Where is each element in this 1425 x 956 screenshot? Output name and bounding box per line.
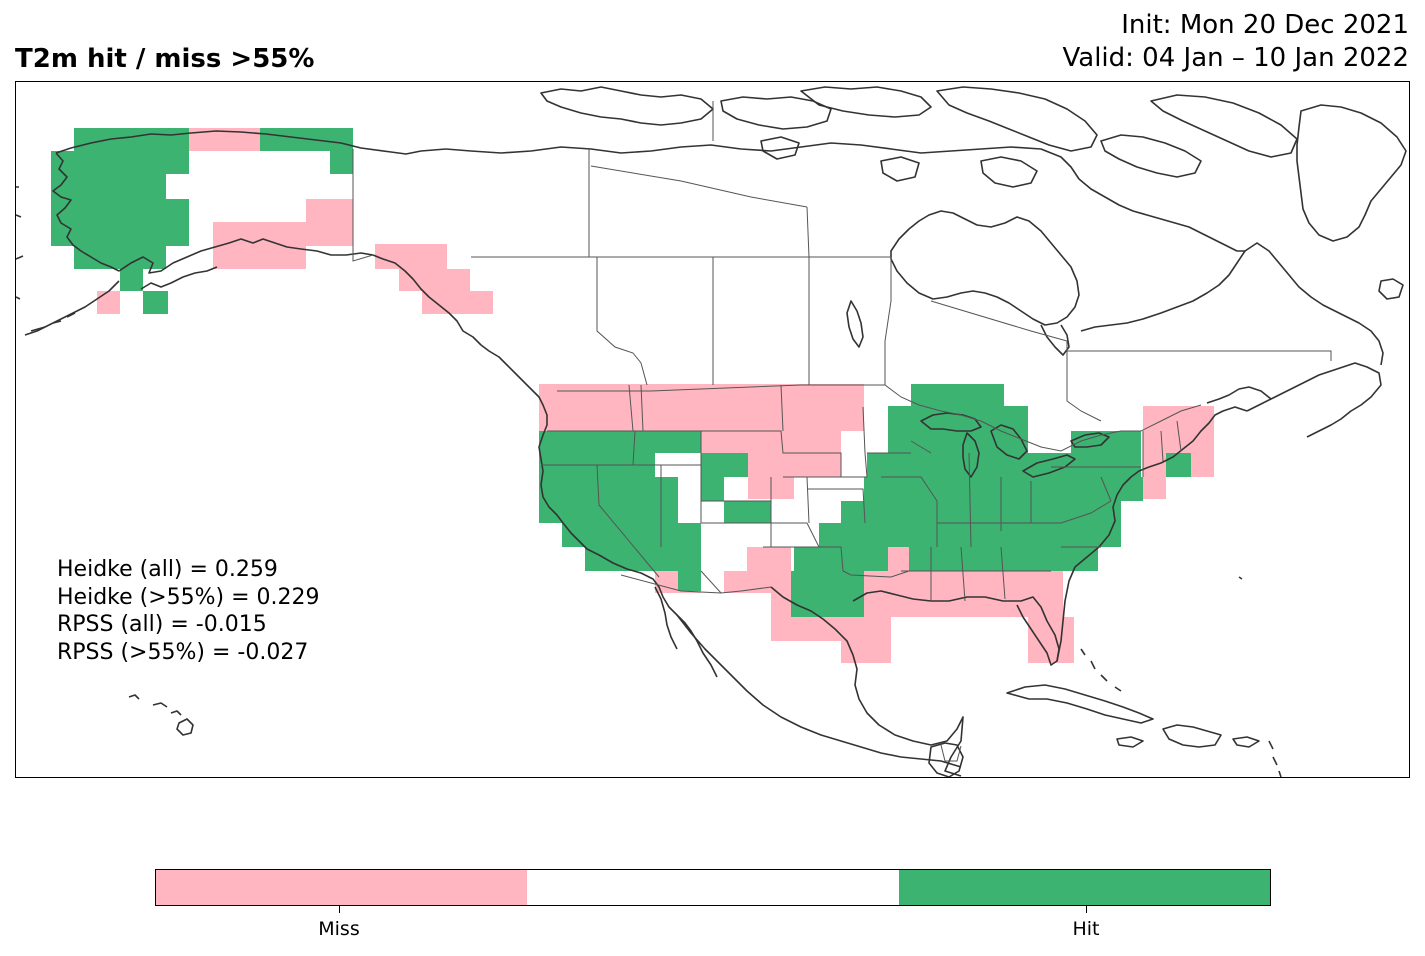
colorbar-tick-miss [339,906,340,913]
colorbar-neutral [527,870,899,905]
rpss-all: RPSS (all) = -0.015 [57,612,267,637]
map-frame [15,81,1410,778]
hit-cells-alaska [51,128,353,314]
political-borders [352,101,1332,762]
colorbar-miss [156,870,528,905]
heidke-55: Heidke (>55%) = 0.229 [57,584,320,610]
miss-cells-panhandle [375,244,493,314]
colorbar-tick-hit [1086,906,1087,913]
colorbar-label-hit: Hit [1072,918,1100,940]
colorbar-hit [898,870,1270,905]
colorbar-label-miss: Miss [318,918,360,940]
forecast-map [16,86,1407,777]
map-title: T2m hit / miss >55% [15,44,315,74]
init-date: Init: Mon 20 Dec 2021 [1121,10,1409,40]
skill-scores: Heidke (all) = 0.259 Heidke (>55%) = 0.2… [57,556,320,666]
heidke-all: Heidke (all) = 0.259 [57,557,278,582]
miss-cells-alaska [97,128,353,314]
rpss-55: RPSS (>55%) = -0.027 [57,639,309,665]
coastlines [16,86,1407,777]
colorbar [155,869,1271,906]
valid-period: Valid: 04 Jan – 10 Jan 2022 [1062,43,1410,73]
